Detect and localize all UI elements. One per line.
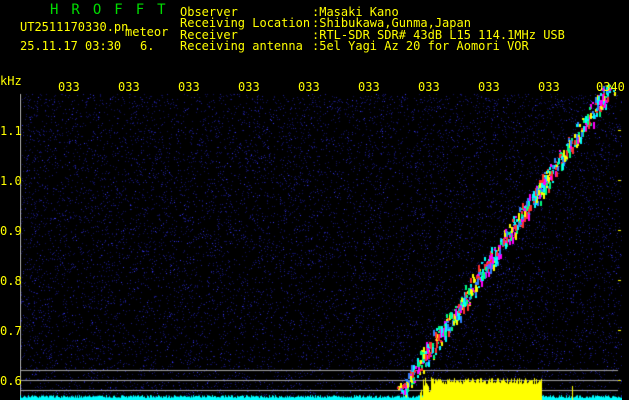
x-tick-label: 0334 <box>238 80 259 94</box>
location-value: :Shibukawa,Gunma,Japan <box>312 16 471 30</box>
x-tick-label: 0339 <box>538 80 559 94</box>
antenna-value: :5el Yagi Az 20 for Aomori VOR <box>312 39 529 53</box>
spectrogram <box>20 80 622 400</box>
observer-value: :Masaki Kano <box>312 5 399 19</box>
meteor-count: 6. <box>140 39 155 53</box>
y-unit-label: kHz <box>0 74 22 88</box>
location-label: Receiving Location <box>180 16 311 30</box>
y-tick-label: 0.8 <box>0 274 22 288</box>
mode-label: meteor <box>125 25 169 39</box>
y-tick-label: 0.7 <box>0 324 22 338</box>
observer-label: Observer <box>180 5 238 19</box>
x-tick-label: 0336 <box>358 80 379 94</box>
x-tick-label: 0331 <box>58 80 79 94</box>
app-title: HROFFT <box>50 2 179 18</box>
x-tick-label: 0337 <box>418 80 439 94</box>
x-tick-label: 0335 <box>298 80 319 94</box>
receiver-label: Receiver <box>180 28 238 42</box>
x-tick-label: 0333 <box>178 80 199 94</box>
x-tick-label: 0332 <box>118 80 139 94</box>
file-name: UT2511170330.pn <box>20 20 129 34</box>
y-tick-label: 0.6 <box>0 374 22 388</box>
x-tick-label: 0338 <box>478 80 499 94</box>
y-tick-label: 1.0 <box>0 174 22 188</box>
antenna-label: Receiving antenna <box>180 39 303 53</box>
y-tick-label: 0.9 <box>0 224 22 238</box>
y-tick-label: 1.1 <box>0 124 22 138</box>
receiver-value: :RTL-SDR SDR# 43dB L15 114.1MHz USB <box>312 28 565 42</box>
x-tick-label: 0340 <box>596 80 625 94</box>
datetime: 25.11.17 03:30 <box>20 39 122 53</box>
